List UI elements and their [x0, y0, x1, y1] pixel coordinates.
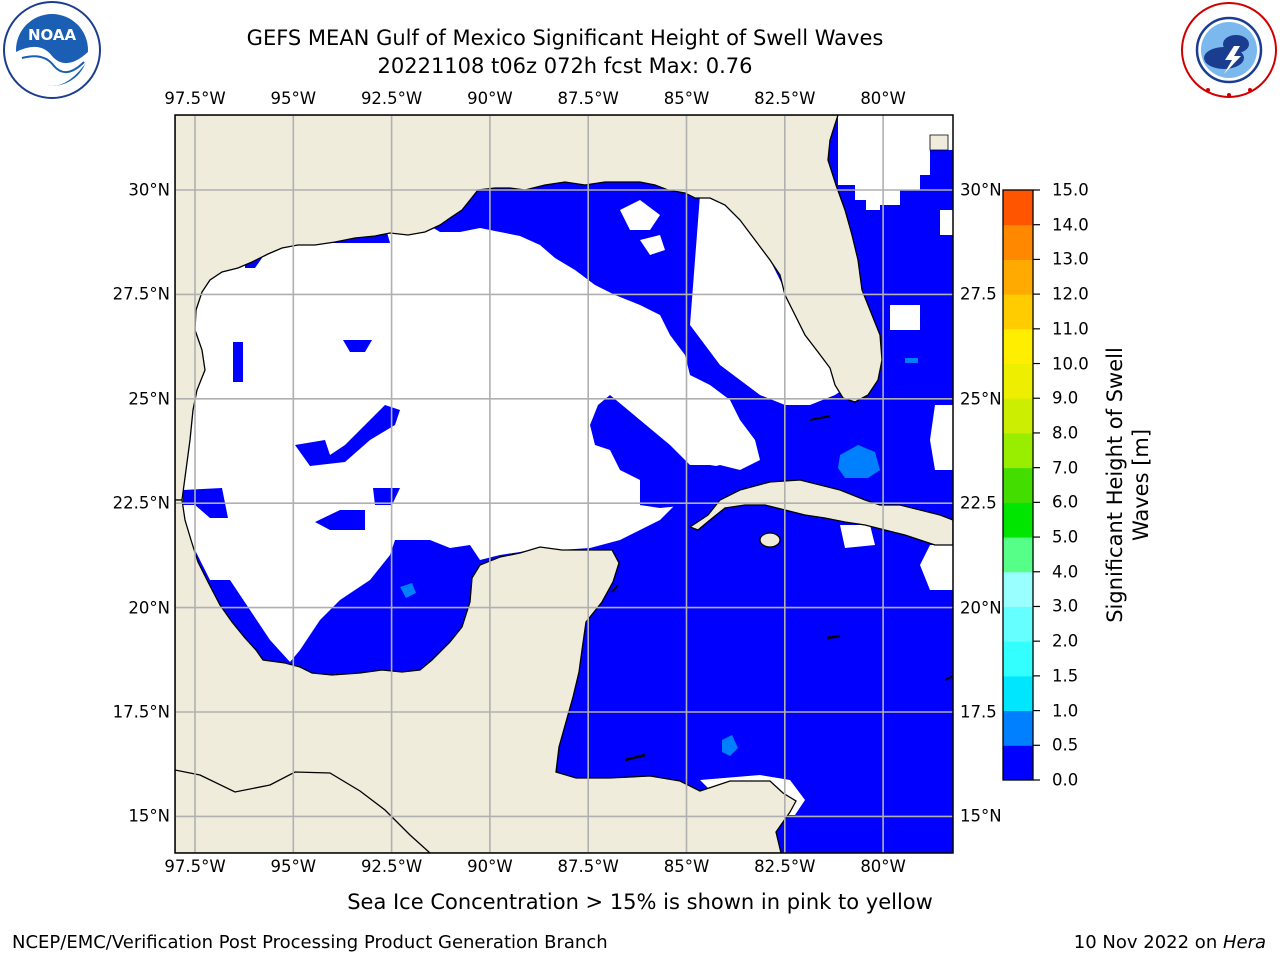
colorbar — [1002, 189, 1040, 781]
credit-branch: NCEP/EMC/Verification Post Processing Pr… — [12, 932, 608, 953]
colorbar-segment — [1003, 710, 1033, 746]
lat-label-left: 27.5°N — [112, 284, 170, 304]
lon-label: 80°W — [860, 89, 906, 108]
colorbar-segment — [1003, 190, 1033, 226]
lat-label-right: 15°N — [960, 806, 1002, 826]
no-data-area — [175, 200, 760, 662]
colorbar-segment — [1003, 328, 1033, 365]
chart-title-line1: GEFS MEAN Gulf of Mexico Significant Hei… — [246, 26, 884, 50]
chart-title-line2: 20221108 t06z 072h fcst Max: 0.76 — [377, 54, 753, 78]
lat-label-right: 25°N — [960, 389, 1002, 409]
colorbar-tick-label: 11.0 — [1052, 319, 1089, 339]
colorbar-segment — [1003, 606, 1033, 642]
colorbar-segment — [1003, 259, 1033, 295]
lon-label: 87.5°W — [557, 857, 619, 876]
lon-label: 80°W — [860, 857, 906, 876]
colorbar-segment — [1003, 641, 1033, 677]
colorbar-frame — [1002, 189, 1034, 781]
colorbar-title: Significant Height of Swell Waves [m] — [1102, 347, 1154, 623]
lon-label: 82.5°W — [754, 857, 816, 876]
lon-label: 87.5°W — [557, 89, 619, 108]
colorbar-tick-label: 0.0 — [1052, 770, 1079, 790]
colorbar-tick-label: 1.5 — [1052, 666, 1079, 686]
lat-label-right: 27.5 — [960, 284, 997, 304]
no-data-area — [920, 545, 953, 590]
lat-label-left: 25°N — [128, 389, 170, 409]
colorbar-segment — [1003, 502, 1033, 538]
no-data-area — [838, 115, 953, 210]
noaa-logo: NOAA — [0, 0, 104, 104]
colorbar-tick-label: 6.0 — [1052, 492, 1079, 512]
lon-label: 97.5°W — [164, 89, 226, 108]
credit-date: 10 Nov 2022 on Hera — [1074, 932, 1266, 953]
colorbar-title-line1: Significant Height of Swell — [1103, 347, 1127, 623]
lon-label: 82.5°W — [754, 89, 816, 108]
lat-label-left: 30°N — [128, 180, 170, 200]
lon-label: 97.5°W — [164, 857, 226, 876]
colorbar-segment — [1003, 224, 1033, 260]
lon-label: 85°W — [663, 857, 710, 876]
lat-label-left: 15°N — [128, 806, 170, 826]
colorbar-tick-label: 13.0 — [1052, 249, 1089, 269]
colorbar-tick-label: 4.0 — [1052, 562, 1079, 582]
lat-label-left: 17.5°N — [112, 702, 170, 722]
colorbar-tick-label: 9.0 — [1052, 388, 1079, 408]
lon-label: 92.5°W — [360, 857, 423, 876]
lon-label: 90°W — [467, 857, 513, 876]
swell-0.5-1.0-area — [838, 445, 880, 478]
lat-label-right: 17.5 — [960, 702, 997, 722]
noaa-logo-text: NOAA — [28, 26, 77, 44]
lon-label: 95°W — [270, 857, 317, 876]
colorbar-tick-label: 14.0 — [1052, 215, 1089, 235]
map-frame — [174, 114, 954, 854]
lon-label: 92.5°W — [360, 89, 423, 108]
colorbar-title-line2: Waves [m] — [1129, 428, 1153, 542]
colorbar-segment — [1003, 363, 1033, 399]
colorbar-tick-label: 2.0 — [1052, 631, 1079, 651]
lat-label-right: 22.5 — [960, 493, 997, 513]
colorbar-segment — [1003, 537, 1033, 573]
colorbar-tick-label: 1.0 — [1052, 701, 1079, 721]
lon-label: 95°W — [270, 89, 317, 108]
gridlines — [175, 115, 953, 853]
colorbar-segment — [1003, 398, 1033, 434]
colorbar-segment — [1003, 432, 1033, 469]
colorbar-tick-label: 7.0 — [1052, 458, 1079, 478]
colorbar-segment — [1003, 745, 1033, 781]
land — [175, 115, 953, 853]
colorbar-tick-label: 10.0 — [1052, 354, 1089, 374]
colorbar-tick-label: 8.0 — [1052, 423, 1079, 443]
nws-logo — [1178, 0, 1280, 102]
lon-label: 85°W — [663, 89, 710, 108]
colorbar-segment — [1003, 294, 1033, 330]
lon-label: 90°W — [467, 89, 513, 108]
colorbar-tick-label: 15.0 — [1052, 180, 1089, 200]
lat-label-left: 20°N — [128, 598, 170, 618]
no-data-area — [690, 190, 850, 405]
colorbar-segment — [1003, 675, 1033, 712]
colorbar-segment — [1003, 467, 1033, 503]
colorbar-tick-label: 3.0 — [1052, 596, 1079, 616]
colorbar-segment — [1003, 571, 1033, 607]
colorbar-tick-label: 0.5 — [1052, 735, 1079, 755]
lat-label-right: 30°N — [960, 180, 1002, 200]
colorbar-tick-label: 5.0 — [1052, 527, 1079, 547]
sea-ice-note: Sea Ice Concentration > 15% is shown in … — [347, 890, 933, 914]
credit-date-text: 10 Nov 2022 on — [1073, 932, 1223, 953]
credit-host: Hera — [1222, 932, 1266, 953]
lat-label-left: 22.5°N — [112, 493, 170, 513]
colorbar-tick-label: 12.0 — [1052, 284, 1089, 304]
lat-label-right: 20°N — [960, 598, 1002, 618]
